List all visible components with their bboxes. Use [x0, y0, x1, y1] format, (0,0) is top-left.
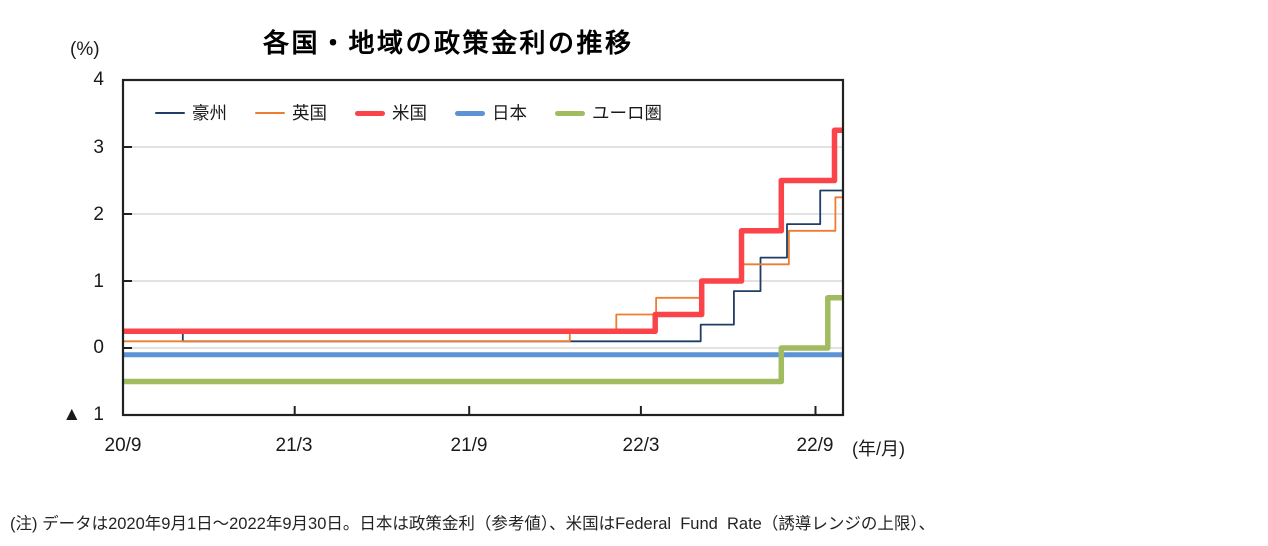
y-tick-label-negative-one: ▲ 1: [62, 404, 104, 425]
x-tick-label: 22/9: [796, 435, 834, 456]
x-tick-label: 22/3: [622, 435, 660, 456]
x-tick-label: 20/9: [104, 435, 142, 456]
legend-swatch-japan: [455, 110, 485, 116]
legend-swatch-us: [355, 110, 385, 116]
footnotes: (注) データは2020年9月1日～2022年9月30日。日本は政策金利（参考値…: [10, 470, 935, 546]
legend-label: 日本: [492, 103, 527, 123]
chart-title: 各国・地域の政策金利の推移: [263, 28, 634, 58]
legend-item-australia: 豪州: [155, 101, 227, 125]
legend: 豪州 英国 米国 日本 ユーロ圏: [155, 101, 662, 125]
y-tick-label: 1: [93, 271, 104, 292]
legend-item-japan: 日本: [455, 101, 527, 125]
y-tick-label: 0: [93, 337, 104, 358]
legend-label: ユーロ圏: [592, 103, 662, 123]
footnote-note-line: (注) データは2020年9月1日～2022年9月30日。日本は政策金利（参考値…: [10, 514, 936, 533]
legend-item-us: 米国: [355, 101, 427, 125]
legend-item-uk: 英国: [255, 101, 327, 125]
y-tick-label: 2: [93, 204, 104, 225]
legend-item-eurozone: ユーロ圏: [555, 101, 662, 125]
x-tick-label: 21/3: [275, 435, 313, 456]
legend-label: 米国: [392, 103, 427, 123]
y-axis-unit-label: (%): [70, 39, 100, 60]
x-axis-unit-label: (年/月): [852, 439, 905, 459]
x-tick-label: 21/9: [450, 435, 488, 456]
legend-swatch-uk: [255, 112, 285, 114]
y-tick-label: 4: [93, 69, 104, 90]
legend-label: 英国: [292, 103, 327, 123]
legend-swatch-eurozone: [555, 110, 585, 116]
y-tick-label: 3: [93, 137, 104, 158]
legend-swatch-australia: [155, 112, 185, 114]
legend-label: 豪州: [192, 103, 227, 123]
